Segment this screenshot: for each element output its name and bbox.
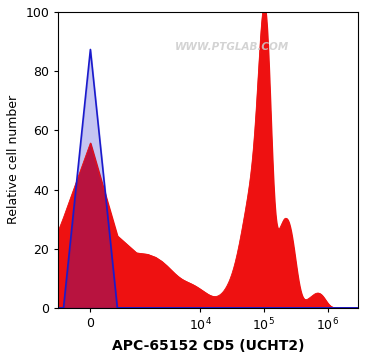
X-axis label: APC-65152 CD5 (UCHT2): APC-65152 CD5 (UCHT2) — [112, 339, 304, 353]
Text: WWW.PTGLAB.COM: WWW.PTGLAB.COM — [175, 42, 289, 53]
Y-axis label: Relative cell number: Relative cell number — [7, 95, 20, 225]
